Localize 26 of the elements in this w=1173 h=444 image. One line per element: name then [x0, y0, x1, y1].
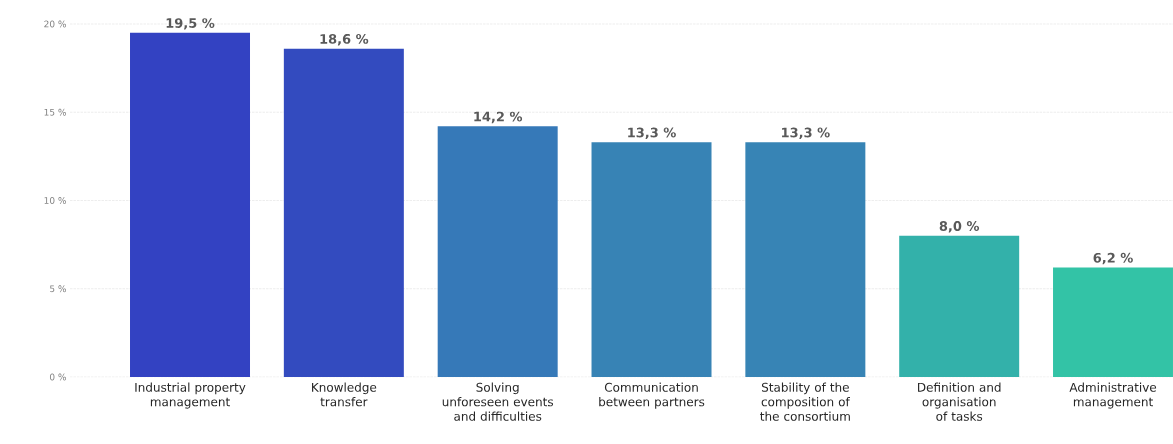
- data-label: 13,3 %: [782, 127, 830, 140]
- data-label: 14,2 %: [474, 111, 523, 124]
- y-tick-label: 15 %: [44, 108, 66, 116]
- data-label: 18,6 %: [320, 34, 369, 46]
- x-tick-label: Communication between partners: [599, 382, 705, 409]
- y-tick-label: 0 %: [49, 373, 66, 381]
- x-tick-label: Administrative management: [1069, 382, 1157, 409]
- bar: [130, 32, 251, 377]
- data-label: 6,2 %: [1093, 252, 1133, 265]
- bar: [1053, 267, 1173, 377]
- bar: [899, 235, 1020, 377]
- x-tick-label: Knowledge transfer: [312, 382, 377, 407]
- bar: [437, 126, 558, 377]
- x-tick-label: Industrial property management: [135, 382, 246, 409]
- bar: [591, 142, 712, 377]
- x-tick-label: Definition and organisation of tasks: [918, 382, 1001, 421]
- bar: [283, 48, 404, 377]
- data-label: 13,3 %: [628, 127, 676, 140]
- y-tick-label: 10 %: [44, 197, 66, 204]
- x-tick-label: Stability of the composition of the consortium: [760, 382, 850, 421]
- y-tick-label: 20 %: [44, 20, 66, 28]
- bar: [745, 142, 866, 377]
- y-tick-label: 5 %: [50, 285, 66, 293]
- x-tick-label: Solving unforeseen events and difficulties: [442, 382, 554, 421]
- data-label: 19,5 %: [166, 18, 215, 30]
- data-label: 8,0 %: [939, 221, 980, 233]
